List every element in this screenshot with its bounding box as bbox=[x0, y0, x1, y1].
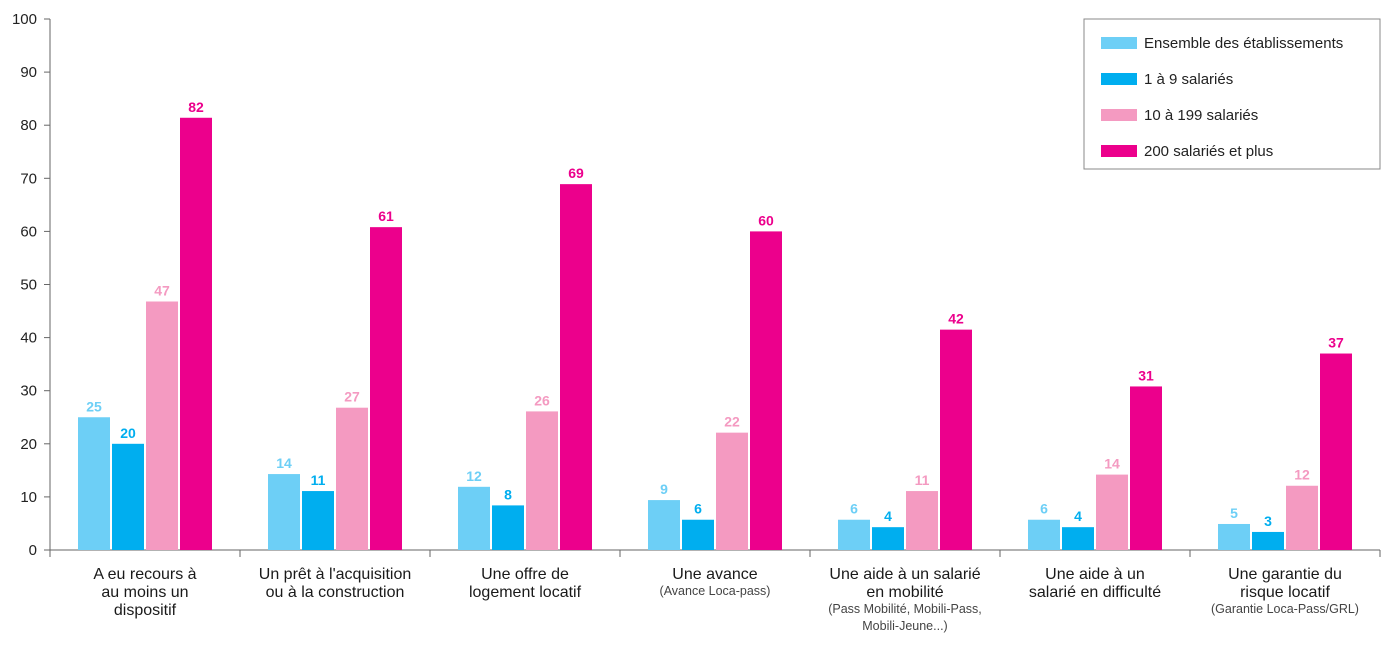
x-category-label: au moins un bbox=[101, 584, 188, 601]
data-label: 6 bbox=[850, 501, 858, 517]
x-category-label: A eu recours à bbox=[93, 566, 196, 583]
data-label: 3 bbox=[1264, 513, 1272, 529]
bar bbox=[268, 474, 300, 550]
data-label: 14 bbox=[276, 455, 292, 471]
bar bbox=[906, 491, 938, 550]
y-tick-label: 80 bbox=[20, 117, 37, 134]
bar bbox=[940, 329, 972, 550]
y-tick-label: 70 bbox=[20, 170, 37, 187]
bar bbox=[336, 407, 368, 550]
bar bbox=[1096, 474, 1128, 550]
bar bbox=[750, 231, 782, 550]
bar bbox=[180, 117, 212, 551]
bar bbox=[146, 301, 178, 550]
x-category-label: Un prêt à l'acquisition bbox=[259, 566, 411, 583]
x-category-label: ou à la construction bbox=[266, 584, 405, 601]
legend-label: Ensemble des établissements bbox=[1144, 35, 1343, 52]
data-label: 26 bbox=[534, 392, 550, 408]
legend-label: 200 salariés et plus bbox=[1144, 143, 1273, 160]
data-label: 14 bbox=[1104, 456, 1120, 472]
data-label: 22 bbox=[724, 414, 740, 430]
x-category-label: Une aide à un salarié bbox=[829, 566, 980, 583]
bar bbox=[560, 184, 592, 551]
data-label: 47 bbox=[154, 282, 170, 298]
bar bbox=[838, 519, 870, 550]
x-category-label: Une garantie du bbox=[1228, 566, 1342, 583]
bar bbox=[1286, 485, 1318, 550]
bar bbox=[1062, 527, 1094, 550]
data-label: 12 bbox=[466, 468, 482, 484]
x-category-label: Une avance bbox=[672, 566, 757, 583]
bar bbox=[1320, 353, 1352, 550]
y-tick-label: 40 bbox=[20, 330, 37, 347]
bar bbox=[526, 411, 558, 550]
legend-label: 1 à 9 salariés bbox=[1144, 71, 1233, 88]
data-label: 42 bbox=[948, 311, 964, 327]
bar bbox=[716, 432, 748, 550]
y-tick-label: 50 bbox=[20, 277, 37, 294]
data-label: 9 bbox=[660, 481, 668, 497]
data-label: 6 bbox=[1040, 501, 1048, 517]
y-tick-label: 100 bbox=[12, 11, 37, 28]
legend-label: 10 à 199 salariés bbox=[1144, 107, 1258, 124]
legend: Ensemble des établissements 1 à 9 salarié… bbox=[1083, 18, 1381, 170]
legend-swatch bbox=[1101, 145, 1137, 157]
x-category-sublabel: (Garantie Loca-Pass/GRL) bbox=[1211, 602, 1359, 616]
x-category-sublabel: (Pass Mobilité, Mobili-Pass, bbox=[828, 602, 982, 616]
data-label: 5 bbox=[1230, 505, 1238, 521]
data-labels: 25 20 47 82 14 11 27 61 12 8 26 69 9 6 22 60 6 4 11 42 6 4 14 3… bbox=[86, 99, 1344, 529]
legend-swatch bbox=[1101, 109, 1137, 121]
x-category-label: risque locatif bbox=[1240, 584, 1330, 601]
y-tick-label: 30 bbox=[20, 383, 37, 400]
bar bbox=[370, 227, 402, 551]
y-tick-label: 0 bbox=[29, 542, 37, 559]
x-category-label: logement locatif bbox=[469, 584, 582, 601]
bar bbox=[1252, 531, 1284, 550]
legend-swatch bbox=[1101, 73, 1137, 85]
x-category-sublabel: (Avance Loca-pass) bbox=[660, 584, 771, 598]
x-category-label: Une aide à un bbox=[1045, 566, 1145, 583]
data-label: 31 bbox=[1138, 367, 1154, 383]
data-label: 82 bbox=[188, 99, 204, 115]
legend-swatch bbox=[1101, 37, 1137, 49]
data-label: 37 bbox=[1328, 335, 1344, 351]
bar bbox=[648, 500, 680, 550]
bars bbox=[78, 117, 1352, 551]
bar bbox=[458, 486, 490, 550]
bar bbox=[78, 417, 110, 550]
y-tick-label: 20 bbox=[20, 436, 37, 453]
x-category-label: en mobilité bbox=[866, 584, 943, 601]
bar bbox=[1130, 386, 1162, 550]
data-label: 69 bbox=[568, 165, 584, 181]
bar bbox=[492, 505, 524, 550]
bar bbox=[1028, 519, 1060, 550]
bar bbox=[1218, 523, 1250, 550]
data-label: 6 bbox=[694, 501, 702, 517]
x-category-sublabel: Mobili-Jeune...) bbox=[862, 619, 947, 633]
data-label: 11 bbox=[915, 472, 930, 488]
bar bbox=[872, 527, 904, 550]
data-label: 4 bbox=[1074, 508, 1082, 524]
data-label: 8 bbox=[504, 486, 512, 502]
x-category-label: dispositif bbox=[114, 602, 177, 619]
data-label: 25 bbox=[86, 398, 102, 414]
y-axis: 0 10 20 30 40 50 60 70 80 90 100 bbox=[12, 11, 51, 559]
bar bbox=[302, 491, 334, 550]
bar bbox=[682, 519, 714, 550]
y-tick-label: 60 bbox=[20, 223, 37, 240]
data-label: 12 bbox=[1294, 467, 1310, 483]
bar bbox=[112, 443, 144, 550]
data-label: 4 bbox=[884, 508, 892, 524]
data-label: 60 bbox=[758, 212, 774, 228]
x-category-label: Une offre de bbox=[481, 566, 569, 583]
y-tick-label: 10 bbox=[20, 489, 37, 506]
y-tick-label: 90 bbox=[20, 64, 37, 81]
data-label: 27 bbox=[344, 389, 360, 405]
data-label: 11 bbox=[311, 472, 326, 488]
data-label: 61 bbox=[378, 208, 394, 224]
x-category-label: salarié en difficulté bbox=[1029, 584, 1161, 601]
data-label: 20 bbox=[120, 425, 136, 441]
